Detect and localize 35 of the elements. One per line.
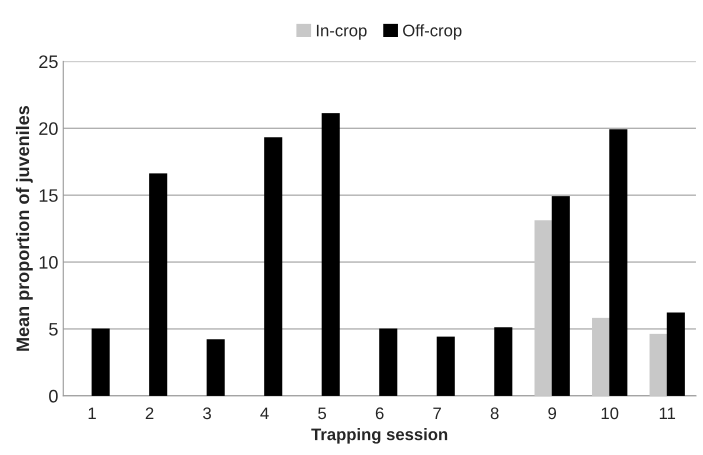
y-tick-label: 15 (40, 189, 58, 202)
legend-label: In-crop (316, 24, 367, 40)
bar (322, 113, 340, 396)
bar (494, 327, 512, 396)
x-tick-label: 9 (548, 407, 556, 420)
x-tick-label: 2 (146, 407, 154, 420)
bar (609, 129, 628, 396)
x-tick-label: 5 (318, 408, 326, 420)
bar (592, 318, 610, 396)
bar (650, 334, 668, 396)
x-tick-label: 10 (602, 407, 618, 420)
y-tick-label: 0 (49, 390, 58, 403)
y-axis-title: Mean proportion of juveniles (16, 106, 33, 351)
bar (92, 328, 110, 396)
bar (379, 328, 398, 396)
y-tick-label: 5 (49, 323, 58, 336)
y-tick-label: 10 (40, 256, 58, 269)
legend-label: Off-crop (403, 24, 462, 40)
y-tick-label: 25 (39, 55, 58, 68)
x-tick-label: 3 (203, 407, 211, 420)
bar (149, 173, 168, 396)
bar (534, 220, 553, 396)
bar (436, 336, 455, 396)
x-tick-label: 4 (260, 408, 269, 420)
x-axis-title: Trapping session (311, 428, 448, 444)
x-tick-label: 6 (376, 407, 384, 420)
x-tick-label: 11 (660, 408, 676, 420)
x-tick-label: 1 (88, 408, 96, 420)
y-tick-label: 20 (39, 122, 58, 136)
bar (666, 312, 685, 396)
bar (264, 137, 282, 396)
bar (552, 196, 570, 396)
x-tick-label: 8 (490, 407, 499, 420)
x-tick-label: 7 (433, 408, 441, 420)
bar (206, 339, 225, 396)
